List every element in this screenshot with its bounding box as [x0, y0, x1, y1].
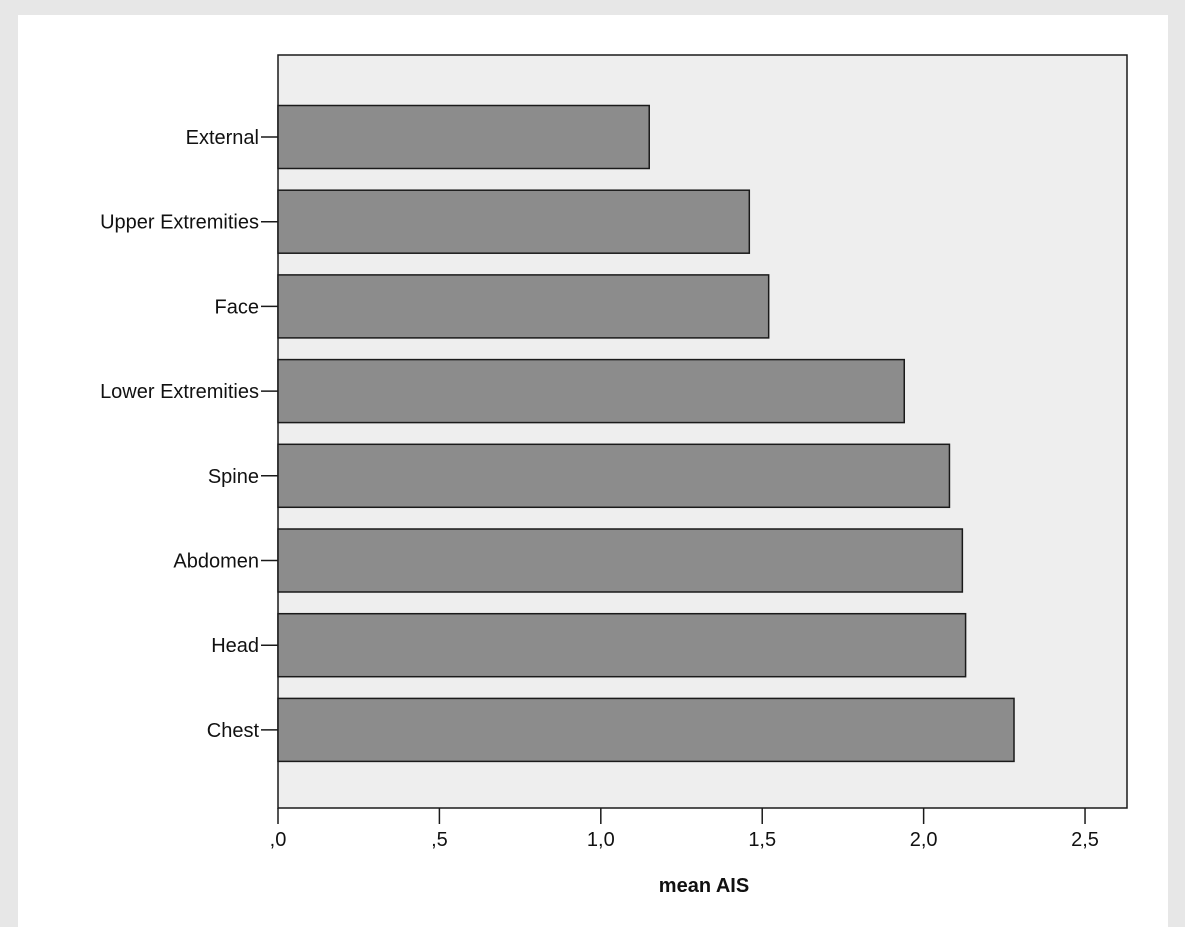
x-axis: ,0 ,5 1,0 1,5 2,0 2,5 — [270, 808, 1099, 851]
x-tick-label: 1,5 — [748, 829, 776, 851]
category-label-face: Face — [215, 296, 259, 318]
bar-head — [277, 612, 967, 678]
x-tick-label: 2,5 — [1071, 829, 1099, 851]
bar-upper-extremities — [277, 189, 751, 254]
bars-group — [277, 104, 1015, 763]
category-label-external: External — [186, 127, 259, 149]
x-axis-title: mean AIS — [659, 875, 749, 897]
category-label-upper-extremities: Upper Extremities — [100, 212, 259, 234]
x-tick-label: ,0 — [270, 829, 287, 851]
bar-lower-extremities — [277, 358, 906, 424]
x-tick-label: 1,0 — [587, 829, 615, 851]
bar-chest — [277, 697, 1015, 763]
x-tick-label: ,5 — [431, 829, 448, 851]
bar-face — [277, 274, 770, 339]
bar-external — [277, 104, 650, 170]
bar-spine — [277, 443, 951, 509]
bar-abdomen — [277, 528, 964, 593]
category-label-head: Head — [211, 635, 259, 657]
y-axis: External Upper Extremities Face Lower Extre… — [100, 127, 278, 742]
plot-area — [277, 54, 1128, 809]
category-label-chest: Chest — [207, 720, 260, 742]
category-label-abdomen: Abdomen — [173, 551, 259, 573]
category-label-spine: Spine — [208, 466, 259, 488]
x-tick-label: 2,0 — [910, 829, 938, 851]
category-label-lower-extremities: Lower Extremities — [100, 381, 259, 403]
